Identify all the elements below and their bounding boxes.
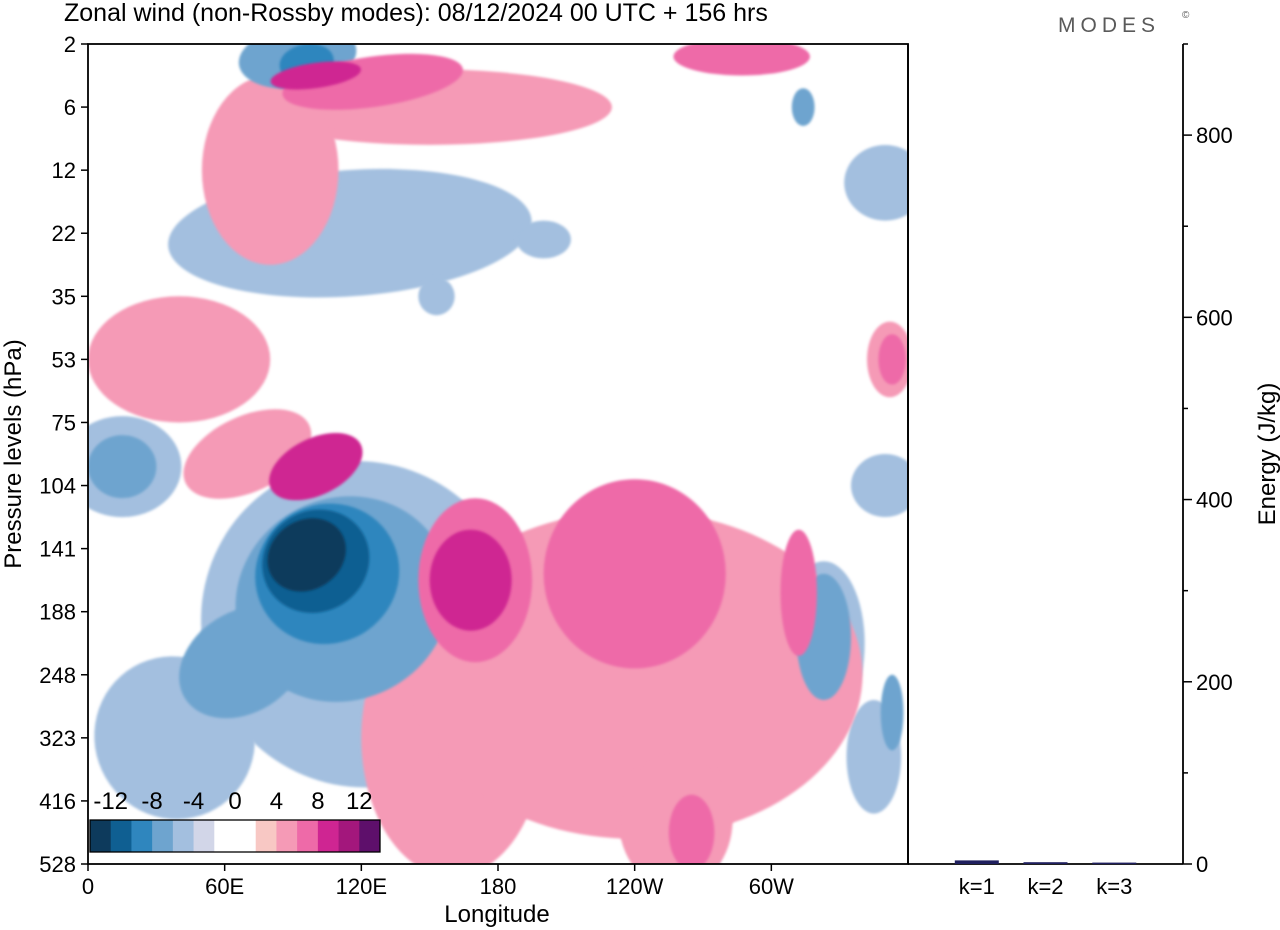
y-tick-label: 141 [39, 537, 76, 562]
y-tick-label: 528 [39, 852, 76, 877]
wind-contour-region [88, 296, 271, 423]
colorbar-swatch [297, 820, 319, 852]
energy-axis-label: Energy (J/kg) [1254, 383, 1280, 526]
colorbar-frame [89, 819, 381, 853]
energy-bar [1092, 862, 1137, 865]
y-tick-label: 2 [64, 32, 76, 57]
modes-logo: MODES © [1058, 10, 1190, 37]
brand-name: MODES [1058, 14, 1160, 37]
y-tick-label: 416 [39, 789, 76, 814]
wind-field [88, 44, 908, 864]
wind-contour-region [668, 794, 715, 864]
wind-contour-region [543, 479, 726, 669]
wind-contour-region [516, 220, 571, 259]
energy-tick-label: 200 [1196, 670, 1233, 695]
wind-contour-region [673, 44, 810, 76]
colorbar-label: 4 [270, 788, 283, 815]
colorbar-swatch [131, 820, 153, 852]
longitude-axis: 0 60E 120E 180 120W 60W [82, 864, 794, 899]
x-tick-label: 120E [336, 874, 387, 899]
colorbar-label: 12 [346, 788, 373, 815]
energy-tick-label: 800 [1196, 123, 1233, 148]
colorbar-swatch [235, 820, 257, 852]
energy-category-label: k=3 [1096, 874, 1132, 899]
colorbar-swatch [172, 820, 194, 852]
colorbar-swatch [214, 820, 236, 852]
colorbar-swatch [90, 820, 112, 852]
energy-bar [954, 860, 999, 864]
x-tick-label: 0 [82, 874, 94, 899]
colorbar-swatch [317, 820, 339, 852]
colorbar-label: -8 [141, 788, 162, 815]
x-axis-label: Longitude [444, 901, 549, 928]
wind-contour-region [88, 435, 157, 499]
x-tick-label: 180 [480, 874, 517, 899]
colorbar-label: 8 [311, 788, 324, 815]
wind-contour-region [429, 529, 512, 631]
colorbar-label: -4 [183, 788, 204, 815]
energy-category-label: k=2 [1027, 874, 1063, 899]
y-tick-label: 248 [39, 663, 76, 688]
wind-contour-region [878, 334, 906, 385]
wind-contour-region [267, 518, 346, 592]
y-tick-label: 22 [52, 221, 76, 246]
energy-tick-label: 0 [1196, 852, 1208, 877]
y-tick-label: 53 [52, 347, 76, 372]
colorbar-legend: -12 -8 -4 0 4 8 12 [89, 788, 381, 853]
colorbar-swatch [359, 820, 381, 852]
wind-contour-region [844, 145, 908, 221]
x-tick-label: 60W [749, 874, 794, 899]
wind-contour-region [179, 606, 307, 719]
colorbar-swatch [152, 820, 174, 852]
energy-axis: 0 200 400 600 800 [1183, 43, 1233, 877]
energy-bar [1023, 862, 1068, 864]
x-tick-label: 60E [205, 874, 244, 899]
wind-contour-region [269, 432, 363, 501]
y-axis-label: Pressure levels (hPa) [0, 339, 27, 568]
x-tick-label: 120W [606, 874, 664, 899]
colorbar-swatch [110, 820, 132, 852]
wind-contour-region [880, 674, 904, 751]
energy-category-label: k=1 [959, 874, 995, 899]
wind-contour-region [418, 277, 455, 316]
energy-bars: k=1 k=2 k=3 [954, 860, 1137, 899]
colorbar-swatch [193, 820, 215, 852]
y-tick-label: 35 [52, 284, 76, 309]
y-tick-label: 12 [52, 158, 76, 183]
colorbar-swatch [338, 820, 360, 852]
y-tick-label: 75 [52, 410, 76, 435]
y-tick-label: 6 [64, 95, 76, 120]
wind-contour-region [270, 61, 361, 90]
wind-contour-region [780, 529, 817, 656]
colorbar-label: 0 [228, 788, 241, 815]
brand-mark: © [1182, 10, 1190, 21]
colorbar-label: -12 [93, 788, 128, 815]
pressure-axis: 2 6 12 22 35 53 75 104 141 188 248 323 416 528 [39, 32, 88, 877]
energy-tick-label: 600 [1196, 305, 1233, 330]
wind-contour-region [851, 454, 908, 517]
colorbar-swatch [255, 820, 277, 852]
y-tick-label: 104 [39, 474, 76, 499]
colorbar-swatch [276, 820, 298, 852]
y-tick-label: 323 [39, 726, 76, 751]
wind-contour-region [791, 88, 815, 126]
chart-title: Zonal wind (non-Rossby modes): 08/12/202… [64, 0, 768, 27]
y-tick-label: 188 [39, 600, 76, 625]
energy-tick-label: 400 [1196, 488, 1233, 513]
wind-contour-region [201, 75, 339, 265]
